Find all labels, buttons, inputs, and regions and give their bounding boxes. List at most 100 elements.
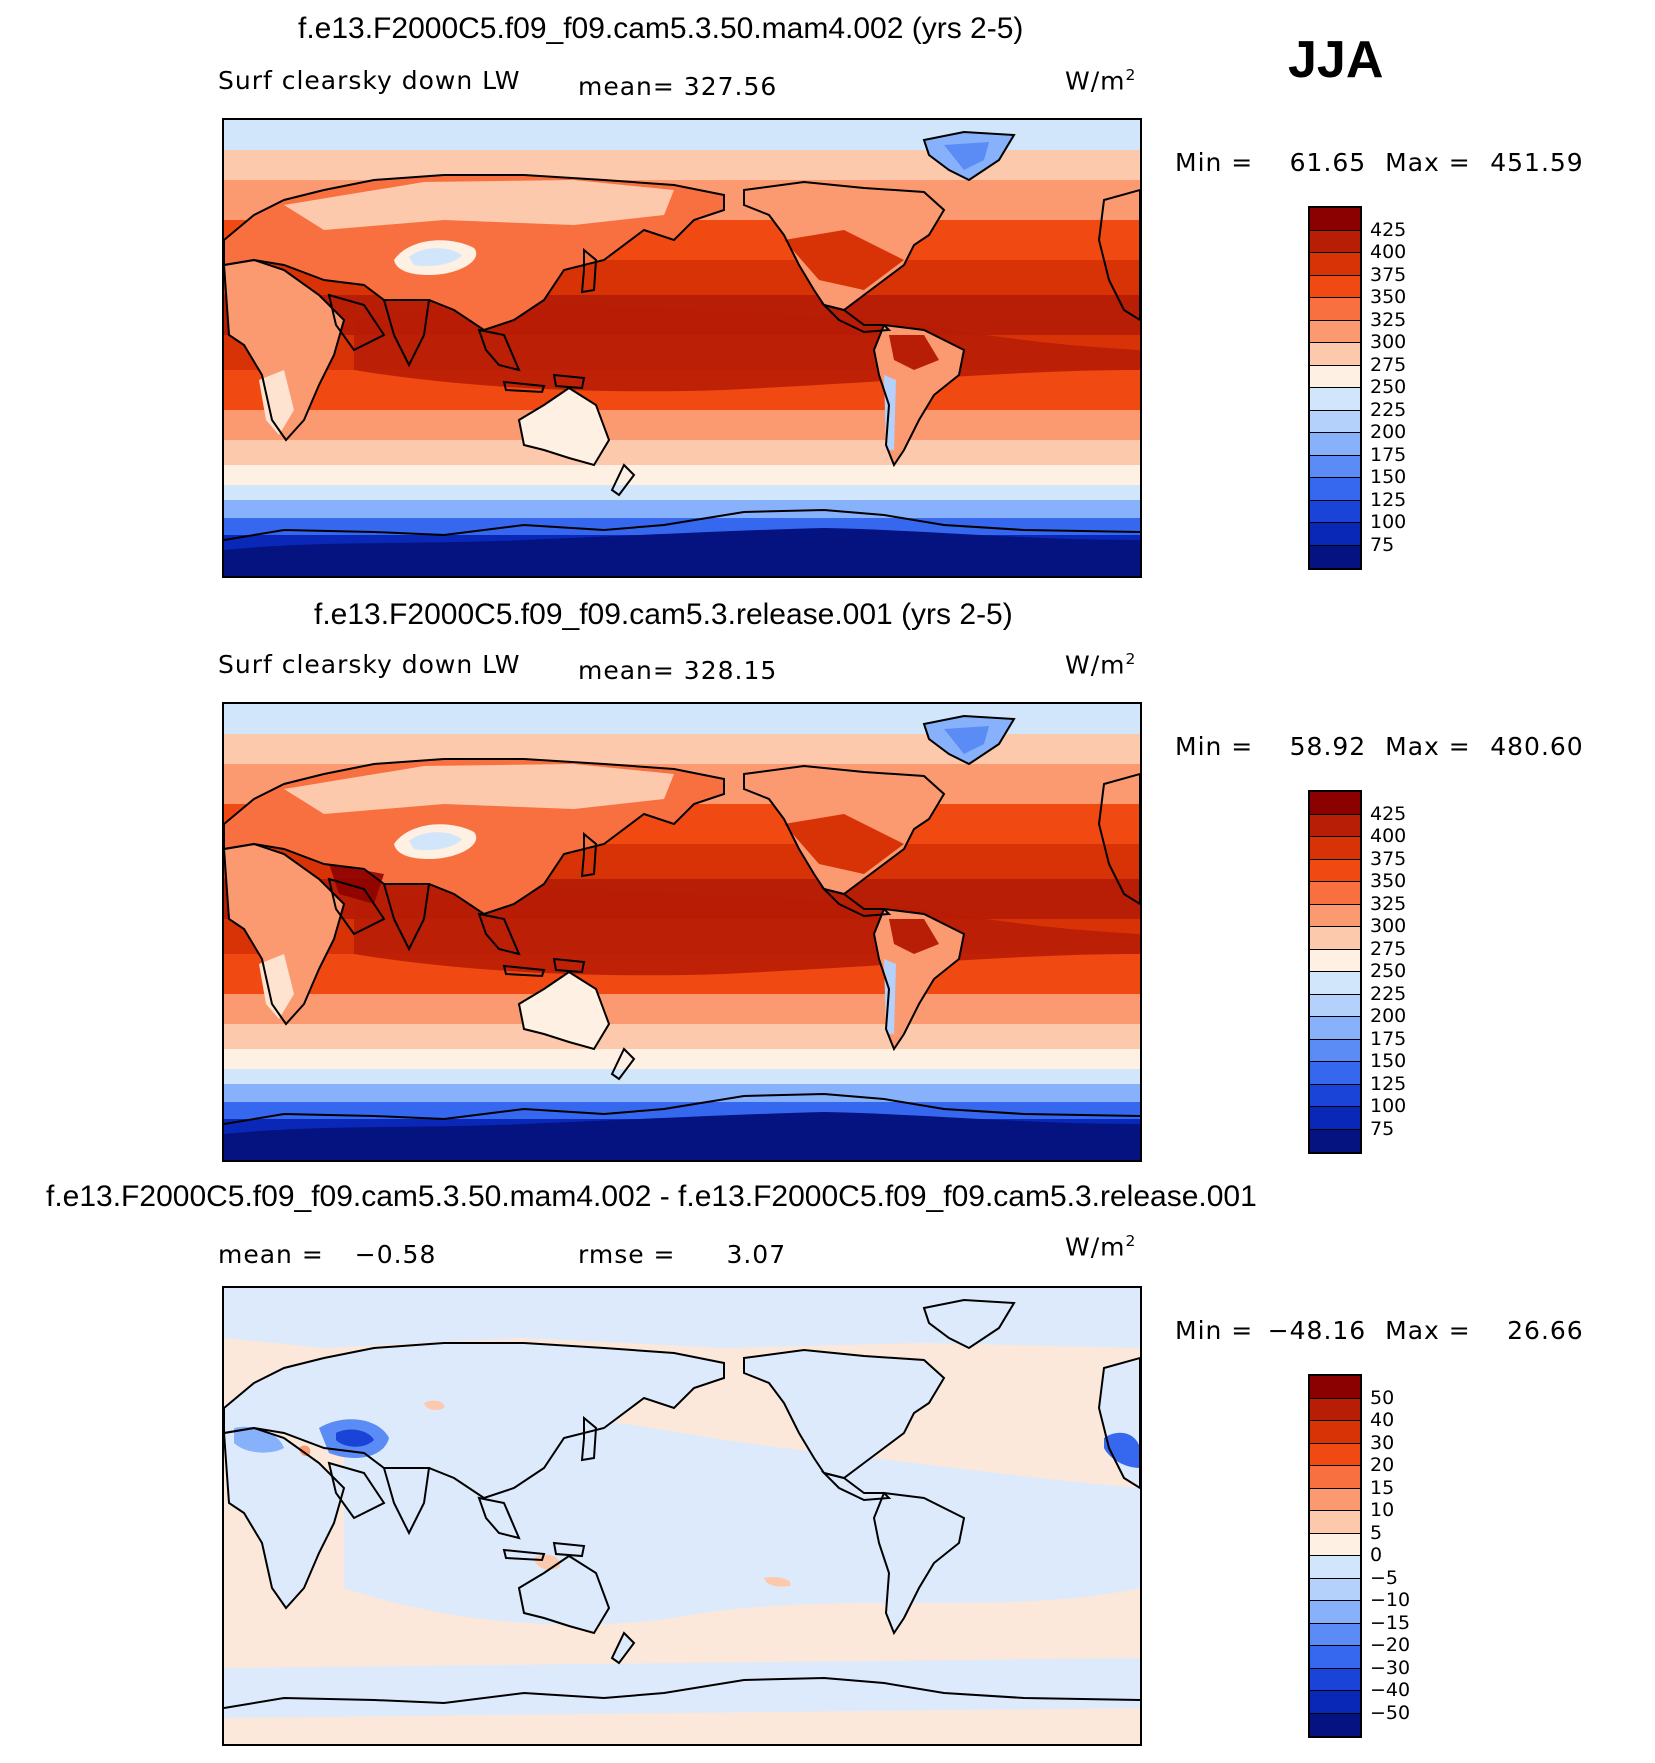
colorbar-tick-label: 0 (1370, 1544, 1383, 1566)
colorbar-tick-label: −30 (1370, 1656, 1411, 1679)
colorbar-tick-label: −40 (1370, 1679, 1411, 1701)
panel2-colorbar (1308, 790, 1362, 1154)
colorbar-swatch (1310, 410, 1360, 433)
colorbar-swatch (1310, 275, 1360, 298)
colorbar-swatch (1310, 994, 1360, 1017)
panel3-rmse: rmse = 3.07 (578, 1240, 786, 1269)
colorbar-tick-label: 50 (1370, 1386, 1395, 1409)
panel1-min-label: Min = (1175, 148, 1254, 177)
panel3-mean-value: −0.58 (354, 1240, 437, 1269)
colorbar-tick-label: 125 (1370, 488, 1407, 511)
colorbar-swatch (1310, 433, 1360, 456)
panel1-mean: mean= 327.56 (578, 72, 778, 101)
colorbar-tick-label: 175 (1370, 443, 1407, 466)
colorbar-tick-label: 425 (1370, 802, 1407, 825)
colorbar-tick-label: 100 (1370, 511, 1407, 533)
colorbar-swatch (1310, 1443, 1360, 1466)
colorbar-swatch (1310, 253, 1360, 276)
colorbar-swatch (1310, 1129, 1360, 1152)
panel1-colorbar (1308, 206, 1362, 570)
colorbar-swatch (1310, 1398, 1360, 1421)
colorbar-tick-label: 150 (1370, 1050, 1407, 1072)
colorbar-swatch (1310, 1017, 1360, 1040)
lw-map-field (224, 120, 1140, 576)
colorbar-swatch (1310, 1488, 1360, 1511)
colorbar-tick-label: 175 (1370, 1027, 1407, 1050)
panel3-mean: mean = −0.58 (218, 1240, 436, 1269)
panel2-title: f.e13.F2000C5.f09_f09.cam5.3.release.001… (314, 598, 1013, 631)
panel3-max-value: 26.66 (1507, 1316, 1584, 1345)
colorbar-tick-label: 300 (1370, 331, 1407, 353)
panel1-title: f.e13.F2000C5.f09_f09.cam5.3.50.mam4.002… (298, 12, 1024, 45)
colorbar-tick-label: 20 (1370, 1454, 1395, 1476)
colorbar-swatch (1310, 320, 1360, 343)
panel2-variable: Surf clearsky down LW (218, 650, 521, 679)
colorbar-swatch (1310, 1533, 1360, 1556)
colorbar-swatch (1310, 882, 1360, 905)
colorbar-swatch (1310, 1039, 1360, 1062)
colorbar-swatch (1310, 1668, 1360, 1691)
panel3-min-value: −48.16 (1267, 1316, 1367, 1345)
colorbar-swatch (1310, 298, 1360, 321)
panel3-mean-label: mean = (218, 1240, 324, 1269)
colorbar-swatch (1310, 1107, 1360, 1130)
colorbar-tick-label: 5 (1370, 1521, 1383, 1544)
colorbar-swatch (1310, 1691, 1360, 1714)
colorbar-swatch (1310, 388, 1360, 411)
colorbar-swatch (1310, 1376, 1360, 1399)
panel2-map (222, 702, 1142, 1162)
colorbar-swatch (1310, 1556, 1360, 1579)
colorbar-swatch (1310, 545, 1360, 568)
colorbar-tick-label: −50 (1370, 1701, 1411, 1724)
colorbar-swatch (1310, 1421, 1360, 1444)
colorbar-swatch (1310, 949, 1360, 972)
colorbar-tick-label: 250 (1370, 960, 1407, 982)
colorbar-swatch (1310, 478, 1360, 501)
colorbar-tick-label: 350 (1370, 286, 1407, 308)
difference-map-field (224, 1288, 1140, 1744)
panel2-max-label: Max = (1385, 732, 1471, 761)
colorbar-tick-label: −20 (1370, 1634, 1411, 1656)
colorbar-swatch (1310, 1646, 1360, 1669)
colorbar-swatch (1310, 523, 1360, 546)
colorbar-tick-label: 325 (1370, 892, 1407, 915)
colorbar-tick-label: 250 (1370, 376, 1407, 398)
colorbar-swatch (1310, 1062, 1360, 1085)
panel2-mean: mean= 328.15 (578, 656, 778, 685)
colorbar-swatch (1310, 455, 1360, 478)
panel2-minmax: Min = 58.92 Max = 480.60 (1175, 732, 1584, 761)
colorbar-swatch (1310, 904, 1360, 927)
colorbar-swatch (1310, 230, 1360, 253)
colorbar-swatch (1310, 1511, 1360, 1534)
colorbar-tick-label: −10 (1370, 1589, 1411, 1611)
panel1-max-label: Max = (1385, 148, 1471, 177)
colorbar-swatch (1310, 814, 1360, 837)
colorbar-tick-label: −5 (1370, 1566, 1399, 1589)
colorbar-swatch (1310, 1713, 1360, 1736)
colorbar-tick-label: 225 (1370, 982, 1407, 1005)
panel3-rmse-value: 3.07 (726, 1240, 787, 1269)
panel1-variable: Surf clearsky down LW (218, 66, 521, 95)
colorbar-swatch (1310, 365, 1360, 388)
colorbar-tick-label: 40 (1370, 1409, 1395, 1431)
panel1-max-value: 451.59 (1490, 148, 1584, 177)
colorbar-tick-label: 30 (1370, 1431, 1395, 1454)
panel1-minmax: Min = 61.65 Max = 451.59 (1175, 148, 1584, 177)
colorbar-swatch (1310, 343, 1360, 366)
lw-map-field (224, 704, 1140, 1160)
colorbar-swatch (1310, 972, 1360, 995)
panel1-min-value: 61.65 (1289, 148, 1367, 177)
panel3-max-label: Max = (1385, 1316, 1471, 1345)
panel3-rmse-label: rmse = (578, 1240, 676, 1269)
colorbar-swatch (1310, 1601, 1360, 1624)
colorbar-tick-label: 10 (1370, 1499, 1395, 1521)
panel3-title: f.e13.F2000C5.f09_f09.cam5.3.50.mam4.002… (46, 1180, 1257, 1213)
panel3-units: W/m2 (1065, 1232, 1137, 1262)
colorbar-swatch (1310, 1466, 1360, 1489)
panel2-units: W/m2 (1065, 650, 1137, 680)
panel1-units: W/m2 (1065, 66, 1137, 96)
colorbar-tick-label: 75 (1370, 1117, 1395, 1140)
colorbar-swatch (1310, 792, 1360, 815)
colorbar-tick-label: 300 (1370, 915, 1407, 937)
colorbar-tick-label: 275 (1370, 353, 1407, 376)
